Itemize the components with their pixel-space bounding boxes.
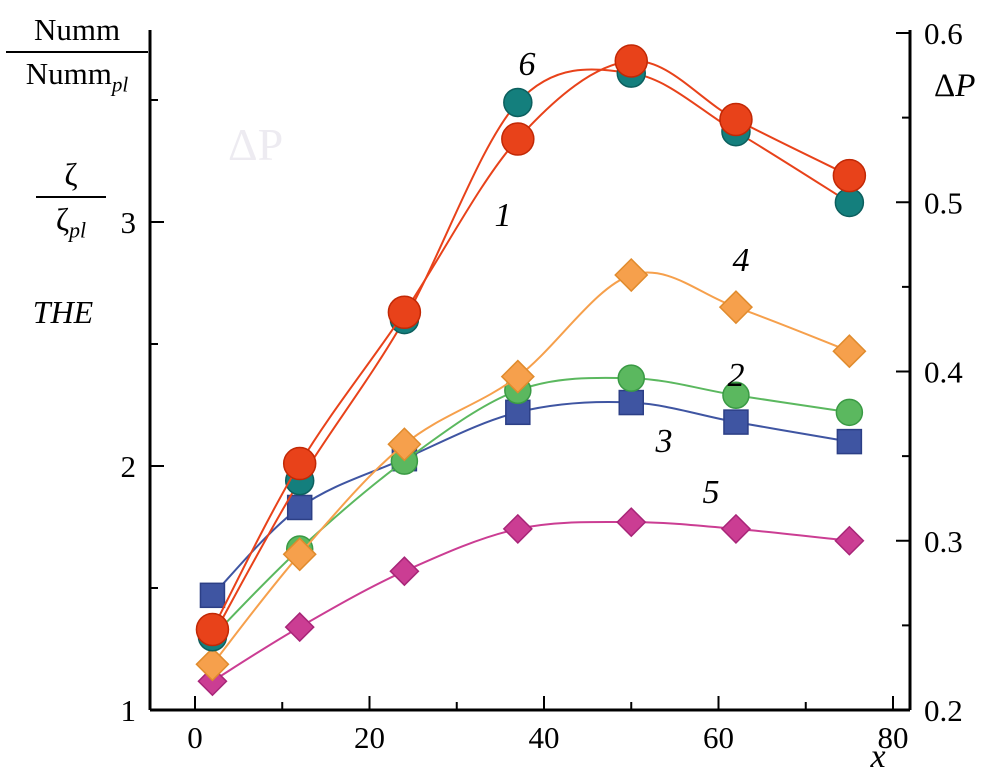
zeta-denominator: ζpl (55, 201, 87, 243)
x-axis-title: x (870, 738, 886, 775)
series-2-marker (835, 398, 864, 427)
series-4-marker (195, 647, 230, 682)
series-1-marker (282, 446, 317, 481)
left-axis-title-numm-fraction: Numm Nummpl (6, 12, 148, 97)
series-1-marker (719, 102, 753, 137)
delta-symbol: Δ (934, 68, 956, 104)
left-axis-title-zeta-fraction: ζ ζpl (36, 156, 106, 244)
right-tick-label: 0.4 (924, 355, 963, 390)
series-5-marker (389, 556, 420, 587)
series-6-marker (503, 87, 533, 118)
left-axis-title-the: THE (32, 294, 94, 330)
series-2-marker (617, 364, 645, 392)
series-5-marker (502, 513, 533, 544)
x-tick-label: 0 (187, 720, 203, 755)
series-3-marker (199, 582, 226, 609)
x-tick-label: 40 (529, 720, 560, 755)
series-1-marker (832, 158, 867, 193)
curve-label-2: 2 (728, 357, 745, 394)
right-tick-label: 0.2 (924, 693, 963, 728)
right-tick-label: 0.3 (924, 524, 963, 559)
series-3-marker (723, 409, 749, 435)
curve-label-4: 4 (733, 242, 750, 279)
left-tick-label: 1 (121, 693, 137, 728)
p-symbol: P (955, 68, 976, 104)
series-4-marker (500, 359, 535, 394)
zeta-numerator: ζ (36, 156, 106, 198)
numm-numerator: Numm (6, 12, 148, 53)
series-3-marker (618, 389, 644, 416)
left-tick-label: 2 (121, 449, 137, 484)
series-5-marker (284, 612, 315, 643)
series-4-marker (718, 290, 754, 325)
x-tick-label: 80 (878, 720, 909, 755)
curve-label-1: 1 (495, 197, 512, 234)
x-tick-label: 60 (703, 720, 734, 755)
series-1-marker (195, 612, 230, 647)
series-4-marker (282, 537, 317, 572)
series-6-marker (834, 187, 865, 218)
series-3-marker (286, 494, 313, 521)
curve-label-3: 3 (655, 423, 673, 460)
watermark-text: ΔP (228, 119, 284, 170)
series-3-marker (836, 428, 863, 455)
x-tick-label: 20 (354, 720, 385, 755)
series-4-marker (614, 257, 649, 293)
right-tick-label: 0.6 (924, 16, 963, 51)
series-5-marker (720, 513, 752, 544)
curve-label-5: 5 (703, 474, 720, 511)
numm-denominator: Nummpl (25, 56, 129, 97)
right-tick-label: 0.5 (924, 185, 963, 220)
series-5-marker (616, 507, 647, 538)
left-tick-label: 3 (121, 205, 137, 240)
curve-label-6: 6 (519, 46, 536, 83)
right-axis-title-deltap: ΔP (934, 68, 1004, 105)
series-4-marker (387, 427, 422, 462)
series-1-marker (614, 44, 648, 78)
series-2-marker (722, 381, 750, 409)
series-1-marker (501, 122, 535, 156)
series-5-marker (834, 525, 865, 556)
series-4-marker (832, 334, 867, 369)
series-1-marker (387, 295, 422, 330)
